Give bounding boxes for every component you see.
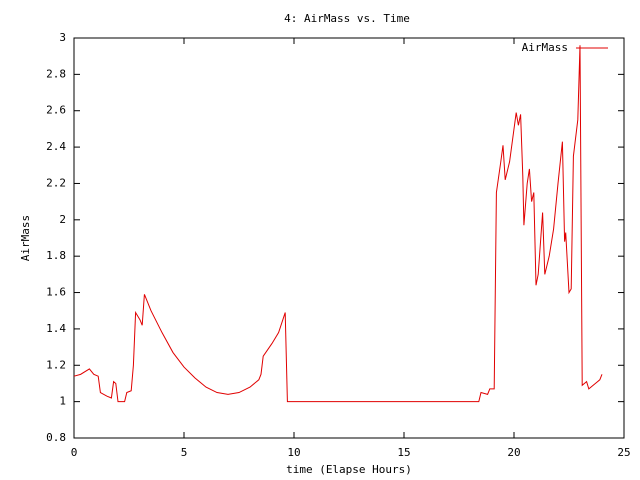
y-tick-label: 2.6 <box>46 104 66 117</box>
y-tick-label: 1.2 <box>46 358 66 371</box>
y-tick-label: 1.4 <box>46 322 66 335</box>
y-tick-label: 1.6 <box>46 286 66 299</box>
y-axis-label: AirMass <box>19 215 32 261</box>
plot-frame <box>73 37 625 439</box>
x-axis-label: time (Elapse Hours) <box>286 463 412 476</box>
x-tick-label: 5 <box>181 446 188 459</box>
data-line <box>73 45 603 403</box>
y-tick-label: 0.8 <box>46 431 66 444</box>
legend-label: AirMass <box>522 41 568 54</box>
y-tick-label: 1.8 <box>46 249 66 262</box>
y-tick-label: 2.8 <box>46 67 66 80</box>
x-tick-label: 0 <box>71 446 78 459</box>
x-tick-label: 15 <box>397 446 410 459</box>
x-tick-label: 25 <box>617 446 630 459</box>
y-tick-label: 2.2 <box>46 176 66 189</box>
chart-title: 4: AirMass vs. Time <box>284 12 410 25</box>
y-tick-label: 2 <box>59 213 66 226</box>
y-tick-label: 2.4 <box>46 140 66 153</box>
y-tick-label: 1 <box>59 395 66 408</box>
x-tick-label: 20 <box>507 446 520 459</box>
y-tick-label: 3 <box>59 31 66 44</box>
x-tick-label: 10 <box>287 446 300 459</box>
